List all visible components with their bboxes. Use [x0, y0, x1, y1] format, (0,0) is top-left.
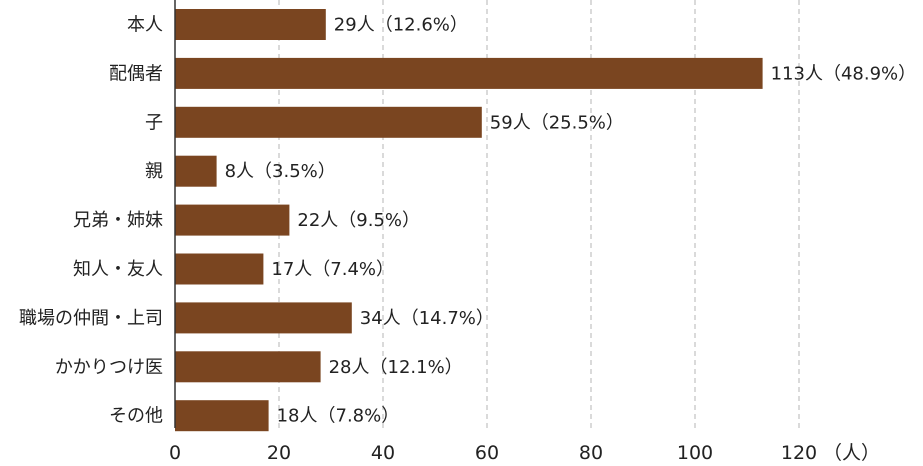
x-axis-unit: （人）: [823, 442, 880, 464]
category-label: 知人・友人: [73, 259, 163, 280]
category-label: その他: [109, 406, 163, 427]
bar: [175, 204, 290, 236]
category-label: 本人: [127, 15, 163, 36]
x-tick-label: 0: [169, 442, 181, 464]
x-tick-label: 120: [781, 442, 817, 464]
x-tick-label: 80: [579, 442, 603, 464]
bars: [175, 9, 763, 432]
x-tick-label: 60: [475, 442, 499, 464]
category-label: 配偶者: [109, 63, 163, 84]
x-tick-label: 100: [677, 442, 713, 464]
bar: [175, 155, 217, 187]
category-label: かかりつけ医: [55, 357, 163, 378]
value-label: 29人（12.6%）: [334, 15, 468, 36]
value-label: 59人（25.5%）: [490, 112, 624, 133]
bar: [175, 106, 482, 138]
bar: [175, 351, 321, 383]
category-label: 親: [145, 161, 163, 182]
bar: [175, 253, 264, 285]
x-tick-label: 40: [371, 442, 395, 464]
value-label: 113人（48.9%）: [771, 63, 917, 84]
value-label: 22人（9.5%）: [297, 210, 420, 231]
bar: [175, 302, 352, 334]
value-label: 28人（12.1%）: [329, 357, 463, 378]
value-label: 34人（14.7%）: [360, 308, 494, 329]
category-label: 兄弟・姉妹: [73, 210, 163, 231]
x-tick-labels: 0 20 40 60 80 100 120: [169, 442, 817, 464]
x-tick-label: 20: [267, 442, 291, 464]
bar: [175, 57, 763, 89]
bar: [175, 9, 326, 40]
value-label: 8人（3.5%）: [225, 161, 336, 182]
value-labels: 29人（12.6%） 113人（48.9%） 59人（25.5%） 8人（3.5%） 2…: [225, 15, 917, 427]
value-label: 17人（7.4%）: [271, 259, 394, 280]
value-label: 18人（7.8%）: [277, 406, 400, 427]
bar: [175, 400, 269, 432]
category-label: 職場の仲間・上司: [19, 308, 163, 329]
category-label: 子: [145, 112, 163, 133]
